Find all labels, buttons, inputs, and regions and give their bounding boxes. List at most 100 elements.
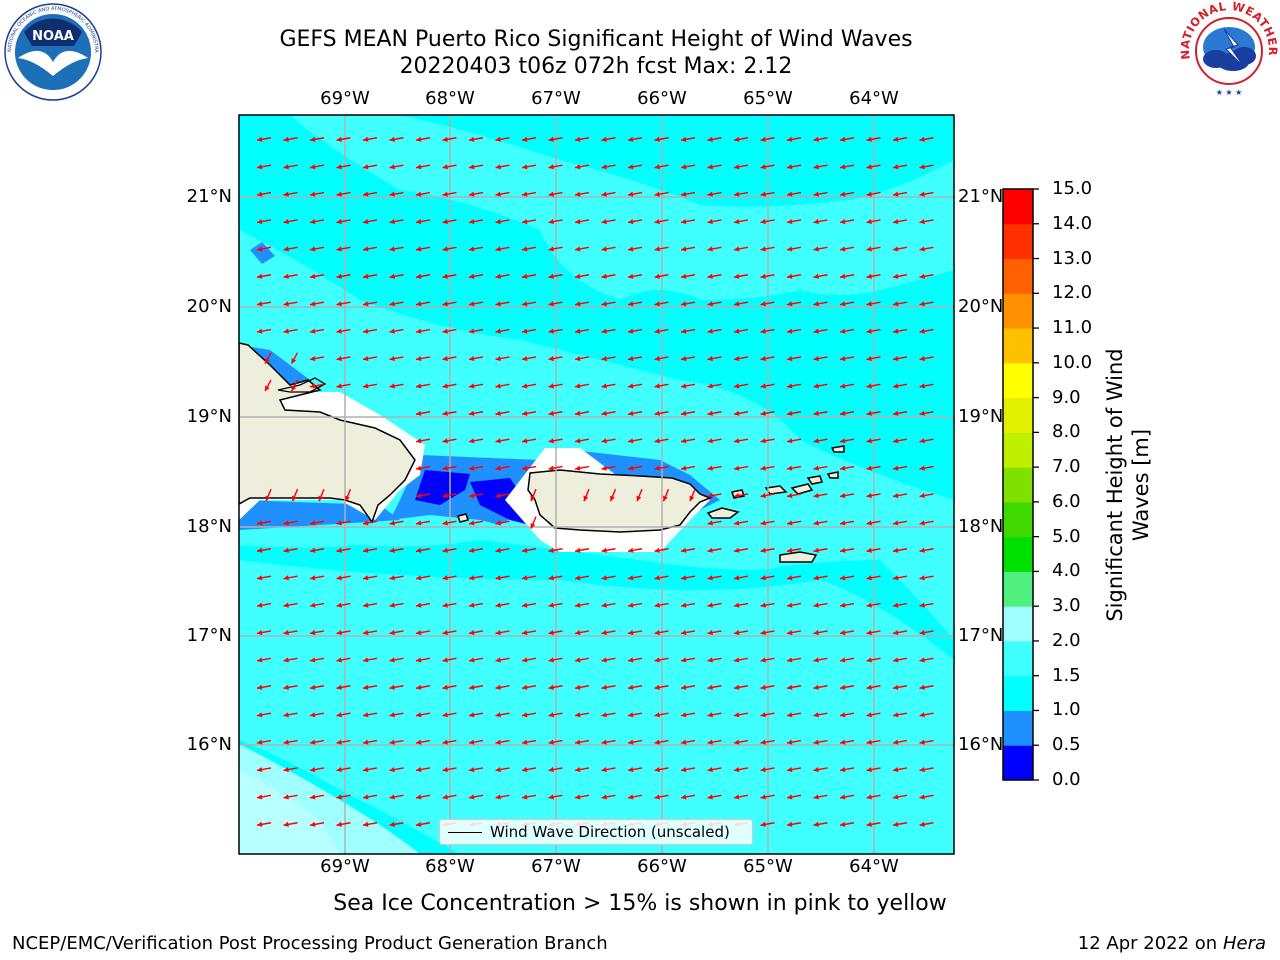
wave-direction-arrowhead xyxy=(840,438,846,444)
wave-direction-arrowhead xyxy=(442,520,448,526)
wave-direction-arrowhead xyxy=(363,575,369,581)
colorbar-tick-label: 2.0 xyxy=(1052,629,1081,651)
wave-direction-arrowhead xyxy=(283,301,289,307)
colorbar-segment xyxy=(1003,606,1033,642)
wave-direction-arrowhead xyxy=(575,767,581,773)
wave-direction-arrowhead xyxy=(442,246,448,252)
wave-direction-arrowhead xyxy=(601,547,607,553)
wave-direction-arrowhead xyxy=(283,794,289,800)
wave-direction-arrowhead xyxy=(893,547,899,553)
wave-direction-arrowhead xyxy=(363,246,369,252)
wave-direction-arrowhead xyxy=(681,164,687,170)
wave-direction-arrowhead xyxy=(575,410,581,416)
wave-direction-arrowhead xyxy=(336,739,342,745)
wave-direction-arrowhead xyxy=(522,191,528,197)
wave-direction-arrowhead xyxy=(734,602,740,608)
colorbar-tick-label: 15.0 xyxy=(1052,178,1093,199)
wave-direction-arrowhead xyxy=(389,246,395,252)
wave-direction-arrowhead xyxy=(548,684,554,690)
wave-direction-arrowhead xyxy=(628,602,634,608)
wave-direction-arrowhead xyxy=(601,712,607,718)
wave-direction-arrowhead xyxy=(919,383,925,389)
wave-direction-arrowhead xyxy=(813,410,819,416)
svg-text:★ ★ ★: ★ ★ ★ xyxy=(1216,88,1243,97)
wave-direction-arrowhead xyxy=(310,328,316,334)
wave-direction-arrowhead xyxy=(522,356,528,362)
wave-direction-arrowhead xyxy=(416,575,422,581)
wave-direction-arrowhead xyxy=(689,495,695,502)
wave-direction-arrowhead xyxy=(654,794,660,800)
wave-direction-arrowhead xyxy=(495,520,501,526)
wave-direction-arrowhead xyxy=(310,273,316,279)
wave-direction-arrowhead xyxy=(389,657,395,663)
wave-direction-arrowhead xyxy=(310,301,316,307)
wave-direction-arrowhead xyxy=(707,465,713,471)
wave-direction-arrowhead xyxy=(760,657,766,663)
lon-label-bottom: 68°W xyxy=(425,856,475,877)
wave-direction-arrowhead xyxy=(257,767,263,773)
lat-label-right: 17°N xyxy=(958,625,1004,646)
wave-direction-arrowhead xyxy=(310,191,316,197)
wave-direction-arrowhead xyxy=(734,547,740,553)
wave-direction-arrowhead xyxy=(469,602,475,608)
wave-direction-arrowhead xyxy=(265,495,271,502)
wave-direction-arrowhead xyxy=(522,465,528,471)
wave-direction-arrowhead xyxy=(363,657,369,663)
wave-direction-arrowhead xyxy=(522,410,528,416)
chart-title: GEFS MEAN Puerto Rico Significant Height… xyxy=(279,27,913,52)
wave-direction-arrowhead xyxy=(575,328,581,334)
wave-direction-arrowhead xyxy=(283,575,289,581)
wave-direction-arrowhead xyxy=(813,602,819,608)
wave-direction-arrowhead xyxy=(469,547,475,553)
wave-direction-arrowhead xyxy=(283,712,289,718)
wave-direction-arrowhead xyxy=(707,493,713,499)
wave-direction-arrowhead xyxy=(866,273,872,279)
wave-direction-arrowhead xyxy=(601,356,607,362)
wave-direction-arrowhead xyxy=(787,191,793,197)
wave-direction-arrowhead xyxy=(893,273,899,279)
wave-direction-arrowhead xyxy=(389,328,395,334)
wave-direction-arrowhead xyxy=(495,630,501,636)
wave-direction-arrowhead xyxy=(893,684,899,690)
wave-direction-arrowhead xyxy=(919,273,925,279)
wave-direction-arrowhead xyxy=(601,136,607,142)
wave-direction-arrowhead xyxy=(628,739,634,745)
wave-direction-arrowhead xyxy=(813,794,819,800)
wave-direction-arrowhead xyxy=(919,547,925,553)
wave-direction-arrowhead xyxy=(283,191,289,197)
wave-direction-arrowhead xyxy=(442,438,448,444)
wave-direction-arrowhead xyxy=(336,164,342,170)
wave-direction-arrowhead xyxy=(787,520,793,526)
noaa-logo-text: NOAA xyxy=(32,29,74,44)
wave-direction-arrowhead xyxy=(760,136,766,142)
wave-direction-arrowhead xyxy=(866,219,872,225)
lat-label-right: 18°N xyxy=(958,516,1004,537)
wave-direction-arrowhead xyxy=(734,273,740,279)
wave-direction-arrowhead xyxy=(310,684,316,690)
wave-direction-arrowhead xyxy=(893,328,899,334)
wave-direction-arrowhead xyxy=(495,739,501,745)
wave-direction-arrowhead xyxy=(813,739,819,745)
wave-direction-arrowhead xyxy=(707,383,713,389)
lon-label-top: 65°W xyxy=(743,88,793,109)
wave-direction-arrowhead xyxy=(707,767,713,773)
wave-direction-arrowhead xyxy=(548,630,554,636)
wave-direction-arrowhead xyxy=(283,821,289,827)
wave-direction-arrowhead xyxy=(787,547,793,553)
wave-direction-arrowhead xyxy=(336,191,342,197)
wave-direction-arrowhead xyxy=(495,794,501,800)
wave-direction-arrowhead xyxy=(530,522,536,529)
wave-direction-arrowhead xyxy=(866,630,872,636)
wave-direction-arrowhead xyxy=(548,547,554,553)
wave-direction-arrowhead xyxy=(310,657,316,663)
colorbar-segment xyxy=(1003,571,1033,607)
wave-direction-arrowhead xyxy=(336,712,342,718)
wave-direction-arrowhead xyxy=(919,438,925,444)
wave-direction-arrowhead xyxy=(416,301,422,307)
wave-direction-arrowhead xyxy=(628,767,634,773)
wave-direction-arrowhead xyxy=(654,273,660,279)
wave-direction-arrowhead xyxy=(389,547,395,553)
wave-direction-arrowhead xyxy=(866,739,872,745)
wave-direction-arrowhead xyxy=(442,712,448,718)
wave-direction-arrowhead xyxy=(760,684,766,690)
